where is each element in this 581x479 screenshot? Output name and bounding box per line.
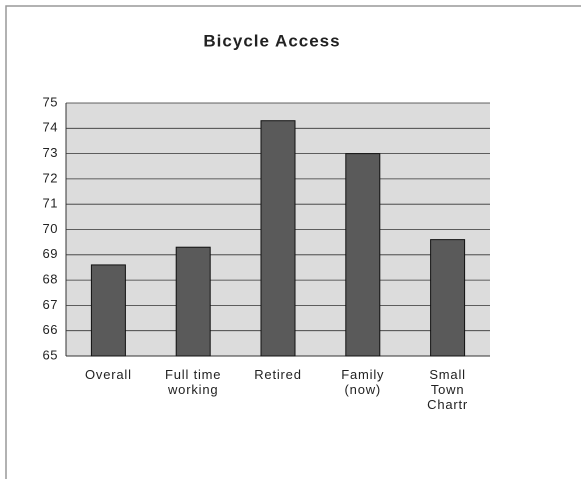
y-tick-label: 69 [43, 246, 58, 261]
bar [175, 246, 211, 357]
x-tick-label: Full time working [165, 367, 222, 397]
chart-title: Bicycle Access [203, 31, 340, 50]
y-tick-label: 65 [43, 347, 58, 362]
bar [260, 120, 296, 357]
x-tick-label: Retired [254, 367, 302, 382]
x-tick-label: Overall [85, 367, 132, 382]
y-tick-label: 70 [43, 221, 58, 236]
bar [430, 239, 466, 357]
y-tick-label: 68 [43, 272, 58, 287]
y-tick-label: 75 [43, 94, 58, 109]
x-tick-label: Family (now) [341, 367, 385, 397]
y-tick-label: 74 [43, 120, 58, 135]
y-tick-label: 71 [43, 196, 58, 211]
bar [345, 153, 381, 357]
y-tick-label: 72 [43, 170, 58, 185]
y-tick-label: 66 [43, 322, 58, 337]
bar [90, 264, 126, 357]
x-tick-label: Small Town Chartr [427, 367, 469, 412]
y-tick-label: 67 [43, 297, 58, 312]
y-tick-label: 73 [43, 145, 58, 160]
